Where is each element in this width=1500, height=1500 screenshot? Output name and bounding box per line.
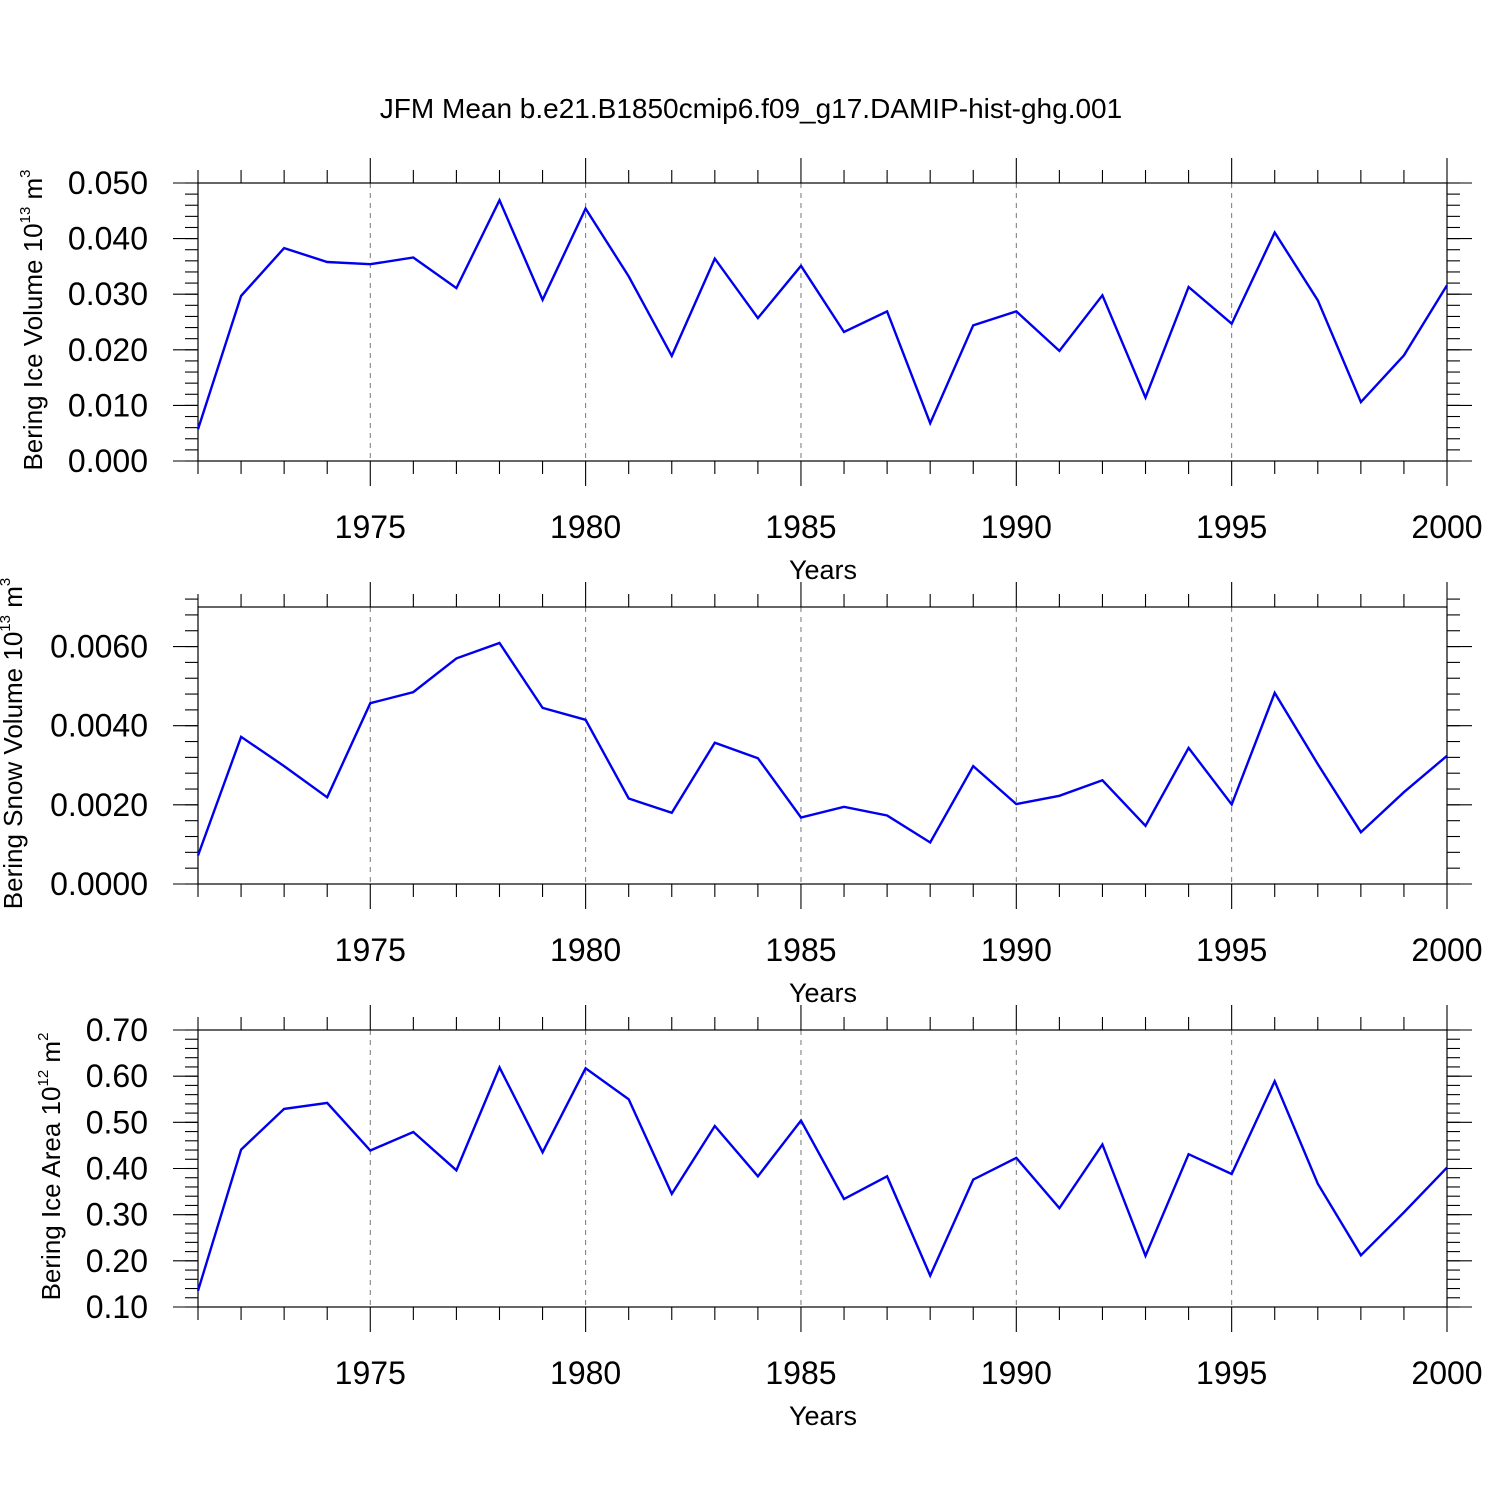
y-tick-label: 0.50 [86,1104,148,1140]
x-tick-label: 1990 [981,1355,1052,1391]
x-tick-label: 2000 [1411,509,1482,545]
y-axis-label: Bering Ice Area 1012 m2 [35,1033,66,1301]
y-tick-label: 0.20 [86,1243,148,1279]
x-tick-label: 1985 [765,932,836,968]
x-axis-label: Years [789,1401,857,1431]
chart-panel-2: 0.0000 0.0020 0.0040 0.0060 1975 1980 1985 1990… [0,578,1483,1008]
x-tick-label: 1980 [550,932,621,968]
panels: 0.000 0.010 0.020 0.030 0.040 0.050 1975 1980 19… [0,158,1483,1431]
y-axis-label: Bering Snow Volume 1013 m3 [0,578,28,909]
x-tick-label: 2000 [1411,1355,1482,1391]
y-tick-label: 0.0060 [50,629,148,665]
y-tick-label: 0.70 [86,1012,148,1048]
figure-title: JFM Mean b.e21.B1850cmip6.f09_g17.DAMIP-… [380,93,1122,124]
y-tick-label: 0.020 [68,332,148,368]
chart-panel-3: 0.10 0.20 0.30 0.40 0.50 0.60 0.70 1975 1980 1985… [35,1005,1483,1431]
plot-frame [197,606,1448,885]
y-tick-label: 0.30 [86,1197,148,1233]
series-line [196,197,1449,430]
y-tick-label: 0.040 [68,221,148,257]
x-axis-label: Years [789,555,857,585]
y-tick-label: 0.40 [86,1151,148,1187]
y-tick-label: 0.000 [68,443,148,479]
y-tick-label: 0.030 [68,276,148,312]
series-line [196,641,1448,856]
x-tick-label: 1990 [981,509,1052,545]
y-tick-label: 0.0020 [50,787,148,823]
x-axis-label: Years [789,978,857,1008]
x-tick-label: 1980 [550,1355,621,1391]
x-tick-label: 1975 [335,509,406,545]
y-tick-label: 0.050 [68,165,148,201]
x-tick-label: 1990 [981,932,1052,968]
chart-panel-1: 0.000 0.010 0.020 0.030 0.040 0.050 1975 1980 19… [17,158,1483,585]
x-tick-label: 1980 [550,509,621,545]
y-tick-label: 0.0040 [50,708,148,744]
x-tick-label: 1985 [765,1355,836,1391]
series-line [196,1064,1448,1292]
x-tick-label: 1975 [335,1355,406,1391]
plot-frame [197,182,1448,462]
y-tick-label: 0.10 [86,1289,148,1325]
y-tick-label: 0.60 [86,1058,148,1094]
x-tick-label: 1985 [765,509,836,545]
x-tick-label: 1995 [1196,1355,1267,1391]
x-tick-label: 1995 [1196,932,1267,968]
x-tick-label: 1995 [1196,509,1267,545]
y-tick-label: 0.0000 [50,866,148,902]
y-tick-label: 0.010 [68,387,148,423]
plot-frame [197,1029,1448,1308]
x-tick-label: 1975 [335,932,406,968]
y-axis-label: Bering Ice Volume 1013 m3 [17,169,48,470]
x-tick-label: 2000 [1411,932,1482,968]
